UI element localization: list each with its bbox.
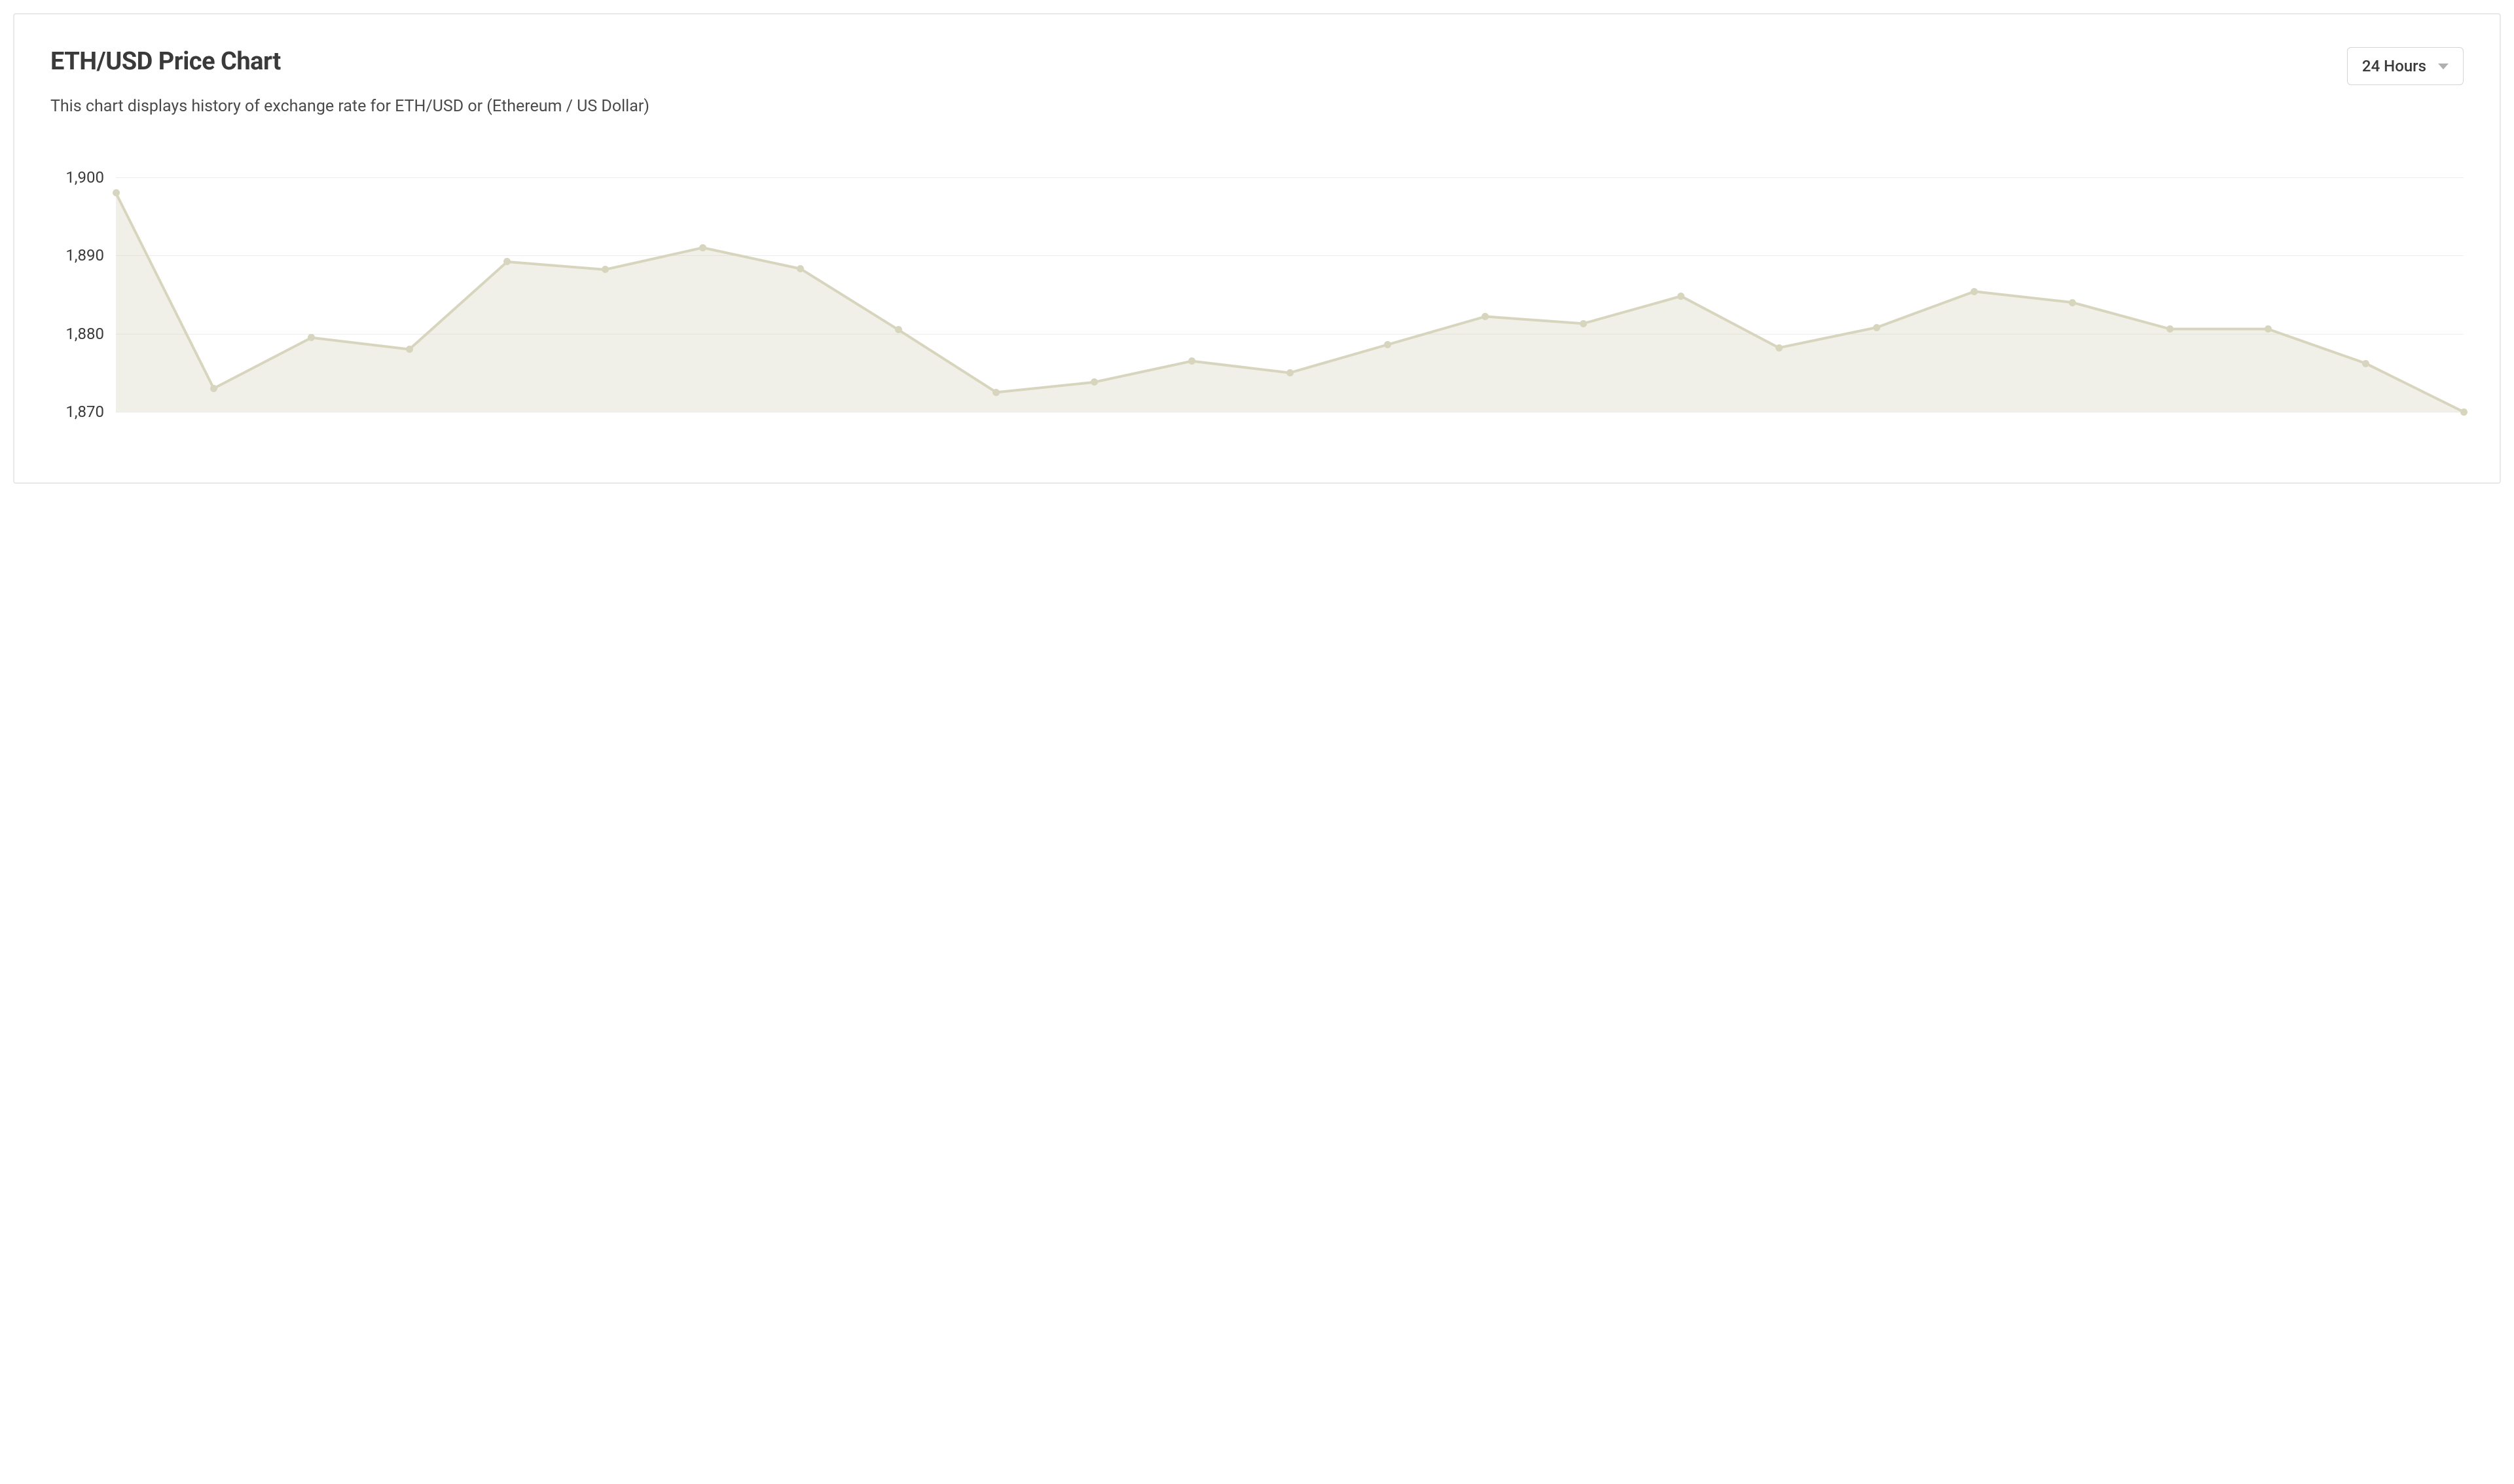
timeframe-dropdown-label: 24 Hours (2362, 57, 2426, 75)
chart-marker (2460, 408, 2468, 416)
chart-marker (1286, 369, 1294, 376)
y-tick-label: 1,890 (65, 246, 104, 264)
chart-marker (1776, 344, 1783, 352)
chart-marker (1091, 378, 1098, 386)
chart-plot (116, 162, 2464, 443)
chart-title: ETH/USD Price Chart (50, 47, 281, 76)
chart-marker (406, 346, 413, 353)
price-chart-card: ETH/USD Price Chart 24 Hours This chart … (13, 13, 2501, 484)
chart-marker (2362, 360, 2369, 367)
card-header: ETH/USD Price Chart 24 Hours (50, 47, 2464, 85)
header-text-group: ETH/USD Price Chart (50, 47, 281, 76)
chart-area-fill (116, 193, 2464, 412)
chart-marker (2265, 325, 2272, 333)
chart-svg (116, 162, 2464, 443)
chevron-down-icon (2438, 63, 2449, 69)
chart-marker (699, 244, 706, 251)
chart-marker (2069, 299, 2076, 306)
y-tick-label: 1,900 (65, 168, 104, 187)
chart-subtitle: This chart displays history of exchange … (50, 97, 2464, 116)
timeframe-dropdown[interactable]: 24 Hours (2347, 47, 2464, 85)
y-tick-label: 1,870 (65, 403, 104, 421)
chart-marker (1384, 341, 1391, 348)
chart-marker (210, 385, 217, 392)
chart-marker (1580, 320, 1587, 327)
chart-marker (602, 266, 609, 273)
y-tick-label: 1,880 (65, 325, 104, 343)
chart-area: 1,870 1,880 1,890 1,900 (50, 162, 2464, 443)
chart-marker (1873, 324, 1880, 331)
chart-marker (113, 189, 120, 196)
y-axis: 1,870 1,880 1,890 1,900 (50, 162, 116, 443)
